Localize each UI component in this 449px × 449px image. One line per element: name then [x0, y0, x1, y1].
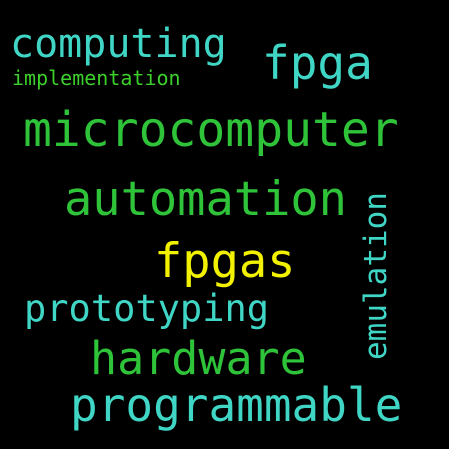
- word-automation: automation: [64, 172, 347, 227]
- word-prototyping: prototyping: [24, 287, 270, 330]
- word-hardware: hardware: [90, 332, 307, 385]
- word-implementation: implementation: [12, 66, 181, 90]
- word-fpgas: fpgas: [154, 234, 296, 289]
- word-computing: computing: [10, 21, 227, 67]
- word-programmable: programmable: [70, 378, 403, 432]
- word-fpga: fpga: [262, 36, 373, 90]
- word-emulation: emulation: [358, 192, 394, 360]
- word-microcomputer: microcomputer: [23, 102, 399, 158]
